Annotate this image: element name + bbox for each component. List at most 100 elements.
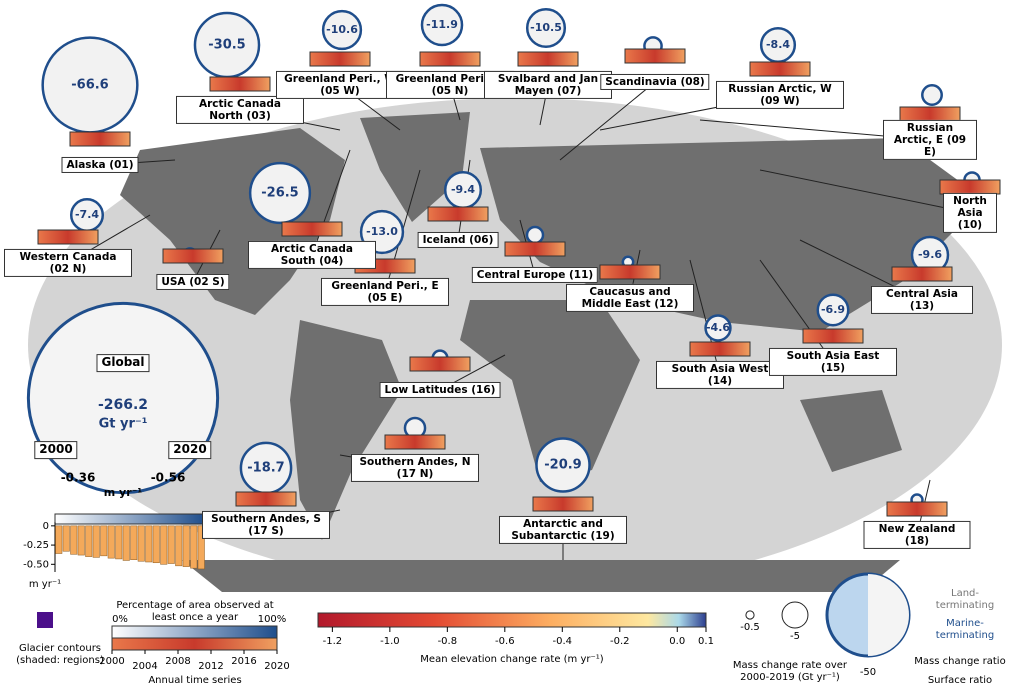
colorbar-tick-label: 0.0 (669, 636, 685, 647)
coverage-title: Percentage of area observed at least onc… (116, 600, 274, 623)
bar (62, 525, 70, 552)
mass-value: -9.4 (451, 183, 475, 196)
leader (759, 169, 971, 214)
heat-strip (689, 341, 751, 357)
global-unit: Gt yr⁻¹ (99, 417, 148, 432)
heat-strip (802, 328, 864, 344)
region-label: Caucasus and Middle East (12) (566, 283, 694, 313)
coverage-min: 0% (112, 614, 128, 625)
year-tick-label: 2012 (198, 661, 223, 672)
heat-strip (899, 106, 961, 122)
heat-strip (281, 221, 343, 237)
bar (100, 525, 108, 557)
size-label: -50 (860, 667, 876, 678)
colorbar (317, 612, 707, 628)
heat-strip (69, 131, 131, 147)
heat-strip (309, 51, 371, 67)
leader (759, 259, 834, 363)
region-label: Low Latitudes (16) (379, 381, 501, 399)
region-label: South Asia West (14) (656, 360, 784, 390)
y-label: m yr⁻¹ (29, 579, 61, 590)
size-label: -0.5 (740, 622, 760, 633)
year-bar (111, 637, 278, 651)
bar (77, 525, 85, 556)
colorbar-tick-label: -0.2 (610, 636, 630, 647)
heat-strip (939, 179, 1001, 195)
contour-swatch (37, 612, 53, 628)
y-tick-label: 0 (43, 521, 49, 532)
colorbar-tick-label: 0.1 (698, 636, 714, 647)
mass-circle (248, 161, 312, 225)
year-tick-label: 2008 (165, 656, 190, 667)
bar (175, 525, 183, 567)
bar (152, 525, 160, 564)
leader (559, 81, 656, 161)
region-label: Southern Andes, S (17 S) (202, 510, 330, 540)
region-label: Russian Arctic, E (09 E) (883, 119, 977, 161)
heat-strip (209, 76, 271, 92)
heat-strip (384, 434, 446, 450)
mass-value: -9.6 (918, 248, 942, 261)
leader (311, 149, 351, 256)
heat-strip (599, 264, 661, 280)
bar (107, 525, 115, 559)
mass-value: -10.6 (326, 23, 358, 36)
region-label: Southern Andes, N (17 N) (351, 453, 479, 483)
mass-value: -4.6 (706, 321, 730, 334)
bar (122, 525, 130, 561)
pie-land-label: Land-terminating (935, 588, 995, 611)
size-circle (781, 601, 809, 629)
heat-strip (37, 229, 99, 245)
region-label: Greenland Peri., E (05 E) (321, 277, 449, 307)
size-label: -5 (790, 631, 800, 642)
region-label: New Zealand (18) (863, 520, 971, 550)
end-rate: -0.56 (151, 471, 186, 485)
region-label: Alaska (01) (61, 156, 139, 174)
bar (130, 525, 138, 560)
global-label: Global (96, 354, 150, 372)
y-tick-label: -0.25 (23, 540, 49, 551)
mass-value: -66.6 (71, 78, 108, 93)
heat-strip (532, 496, 594, 512)
mass-value: -26.5 (261, 186, 298, 201)
region-label: Central Europe (11) (471, 266, 599, 284)
bar (167, 525, 175, 564)
bar (55, 525, 63, 554)
size-circle (745, 610, 755, 620)
size-title: Mass change rate over 2000-2019 (Gt yr⁻¹… (732, 660, 848, 683)
mass-value: -20.9 (544, 458, 581, 473)
mass-value: -6.9 (821, 303, 845, 316)
heat-strip (427, 206, 489, 222)
start-year: 2000 (34, 441, 78, 459)
pie-mass-label: Mass change ratio (914, 656, 1006, 667)
mass-circle (816, 293, 850, 327)
mass-circle (525, 7, 567, 49)
heat-strip (235, 491, 297, 507)
bar (190, 525, 198, 569)
bar (145, 525, 153, 563)
bar (182, 525, 190, 567)
colorbar-tick-label: -0.8 (438, 636, 458, 647)
region-label: Antarctic and Subantarctic (19) (499, 515, 627, 545)
mass-circle (921, 84, 943, 106)
region-label: Iceland (06) (417, 231, 499, 249)
contours-label: Glacier contours (shaded: regions) (16, 643, 104, 666)
legend (37, 612, 707, 651)
coverage-max: 100% (257, 614, 287, 625)
mass-value: -8.4 (766, 38, 790, 51)
pie-surface-label: Surface ratio (927, 675, 993, 686)
y-tick-label: -0.50 (23, 559, 49, 570)
year-tick-label: 2020 (264, 661, 289, 672)
heat-strip (891, 266, 953, 282)
heat-strip (517, 51, 579, 67)
bar (160, 525, 168, 565)
region-label: Central Asia (13) (871, 285, 973, 315)
region-label: Western Canada (02 N) (4, 248, 132, 278)
region-label: Greenland Peri., W (05 W) (276, 70, 404, 100)
colorbar-tick-label: -1.0 (380, 636, 400, 647)
end-year: 2020 (168, 441, 212, 459)
pie-land (868, 574, 909, 656)
years-title: Annual time series (148, 675, 242, 686)
mass-circle (535, 437, 591, 493)
